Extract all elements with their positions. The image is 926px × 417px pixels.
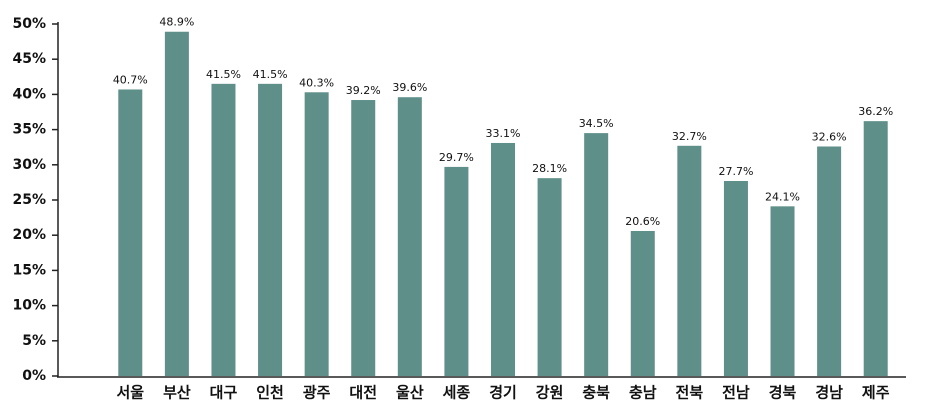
bar xyxy=(211,83,236,376)
value-label: 20.6% xyxy=(625,215,660,228)
x-tick-label: 서울 xyxy=(116,384,144,402)
value-label: 32.7% xyxy=(672,130,707,143)
value-label: 39.2% xyxy=(346,84,381,97)
y-tick-label: 35% xyxy=(12,122,46,138)
x-tick-label: 충북 xyxy=(582,384,610,402)
x-tick-label: 전남 xyxy=(722,384,750,402)
x-tick-label: 제주 xyxy=(862,384,890,402)
bar xyxy=(258,83,283,376)
x-tick-label: 대구 xyxy=(210,384,238,402)
y-tick-label: 10% xyxy=(12,298,46,314)
bar xyxy=(677,145,702,376)
bar xyxy=(164,31,189,377)
y-tick-label: 40% xyxy=(12,86,46,102)
value-label: 29.7% xyxy=(439,151,474,164)
value-label: 36.2% xyxy=(858,105,893,118)
bar xyxy=(118,89,143,377)
x-tick-label: 인천 xyxy=(256,384,284,402)
bar xyxy=(723,180,748,376)
value-label: 33.1% xyxy=(486,127,521,140)
bar xyxy=(817,146,842,376)
x-tick-label: 경남 xyxy=(815,384,843,402)
value-label: 32.6% xyxy=(812,130,847,143)
value-label: 27.7% xyxy=(718,165,753,178)
bar xyxy=(444,166,469,376)
y-tick-label: 20% xyxy=(12,227,46,243)
value-label: 41.5% xyxy=(253,68,288,81)
value-label: 41.5% xyxy=(206,68,241,81)
bar xyxy=(863,121,888,376)
y-tick-label: 0% xyxy=(22,368,46,384)
bar xyxy=(630,230,655,376)
x-tick-label: 울산 xyxy=(396,384,424,402)
bar xyxy=(537,178,562,376)
value-label: 40.3% xyxy=(299,76,334,89)
y-tick-label: 50% xyxy=(12,16,46,32)
value-label: 48.9% xyxy=(159,16,194,29)
value-label: 28.1% xyxy=(532,162,567,175)
y-tick-label: 5% xyxy=(22,333,46,349)
y-tick-label: 45% xyxy=(12,51,46,67)
x-tick-label: 부산 xyxy=(163,384,191,402)
x-tick-label: 세종 xyxy=(443,384,471,402)
bar xyxy=(491,142,515,376)
value-label: 40.7% xyxy=(113,73,148,86)
value-label: 39.6% xyxy=(392,81,427,94)
bar xyxy=(584,133,609,376)
x-tick-label: 대전 xyxy=(349,384,377,402)
y-tick-label: 30% xyxy=(12,157,46,173)
x-tick-label: 경북 xyxy=(769,384,797,402)
y-tick-label: 25% xyxy=(12,192,46,208)
bar xyxy=(770,206,795,376)
value-label: 34.5% xyxy=(579,117,614,130)
y-tick-label: 15% xyxy=(12,262,46,278)
x-tick-label: 경기 xyxy=(489,384,517,402)
bar xyxy=(304,92,329,377)
bar xyxy=(397,97,422,376)
bar xyxy=(351,100,376,377)
x-tick-label: 충남 xyxy=(629,384,657,402)
value-label: 24.1% xyxy=(765,190,800,203)
x-tick-label: 전북 xyxy=(676,384,704,402)
x-tick-label: 강원 xyxy=(536,384,564,402)
x-tick-label: 광주 xyxy=(303,384,331,402)
